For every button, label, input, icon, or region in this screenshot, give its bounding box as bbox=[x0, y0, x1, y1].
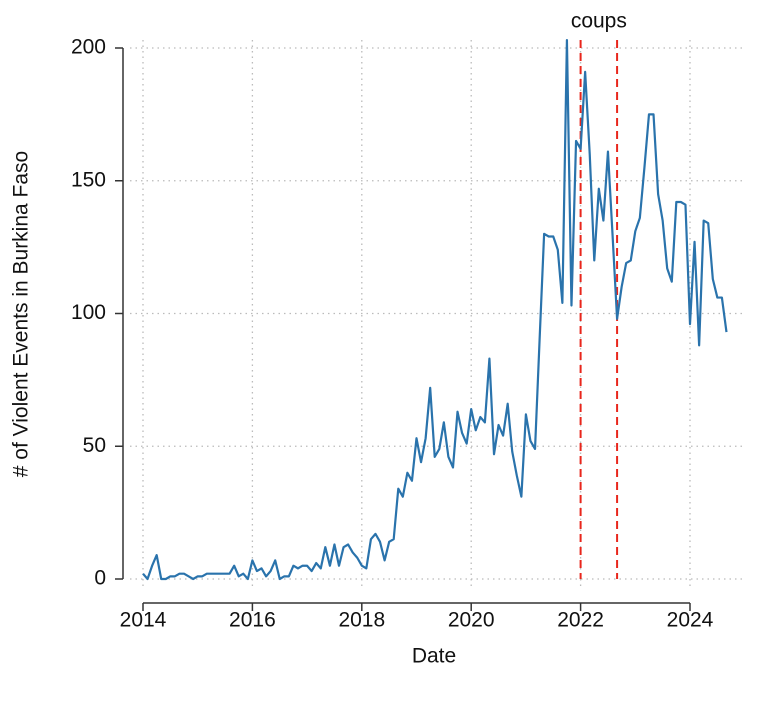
x-tick-label: 2014 bbox=[120, 609, 167, 632]
data-line bbox=[142, 38, 728, 581]
y-tick-label: 200 bbox=[71, 36, 106, 59]
annotation: coups bbox=[571, 10, 627, 33]
x-tick-label: 2024 bbox=[667, 609, 714, 632]
x-tick-label: 2018 bbox=[338, 609, 385, 632]
y-tick-label: 0 bbox=[94, 567, 106, 590]
y-tick-label: 50 bbox=[83, 434, 106, 457]
x-tick-label: 2020 bbox=[448, 609, 495, 632]
x-tick-label: 2022 bbox=[557, 609, 604, 632]
x-axis-label: Date bbox=[412, 645, 456, 668]
y-tick-label: 100 bbox=[71, 301, 106, 324]
x-tick-label: 2016 bbox=[229, 609, 276, 632]
y-axis-label: # of Violent Events in Burkina Faso bbox=[10, 151, 33, 477]
y-tick-label: 150 bbox=[71, 168, 106, 191]
